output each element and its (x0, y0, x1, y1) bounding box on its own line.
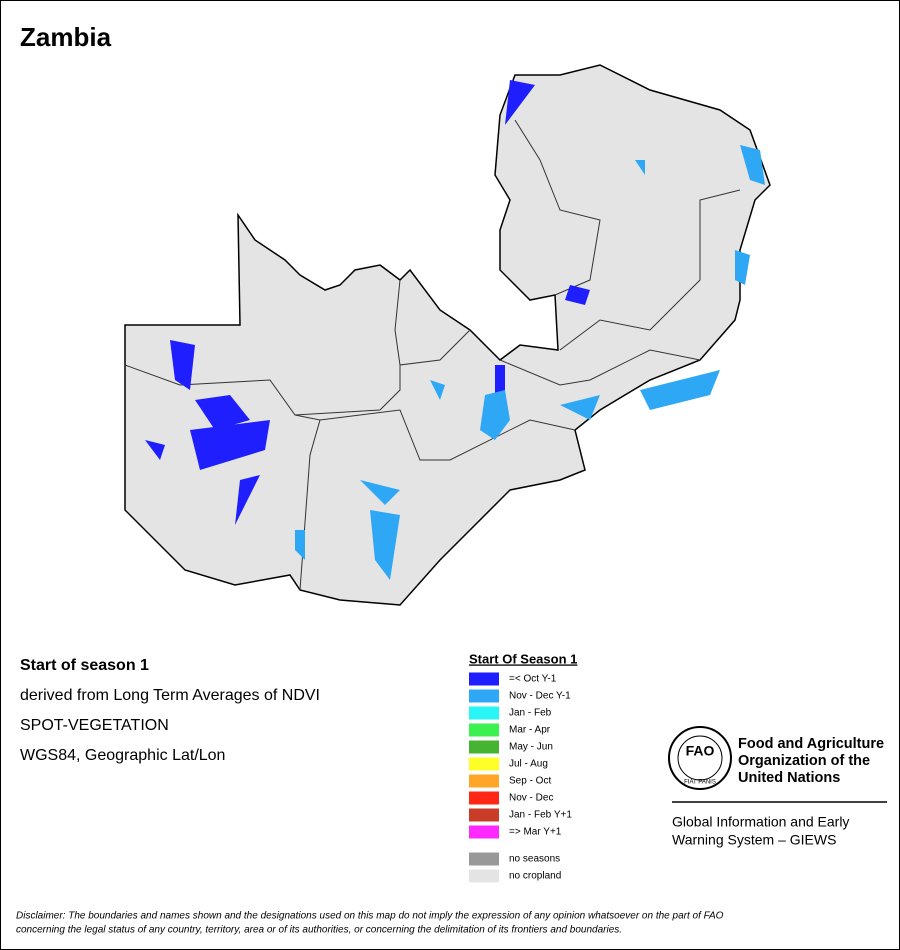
system-name: Warning System – GIEWS (672, 832, 836, 848)
info-heading: Start of season 1 (20, 657, 149, 674)
legend-swatch (469, 791, 499, 805)
legend-title: Start Of Season 1 (469, 651, 577, 666)
legend-swatch (469, 706, 499, 720)
legend-swatch (469, 740, 499, 754)
legend-label: no cropland (509, 871, 561, 882)
legend-swatch (469, 723, 499, 737)
info-line: derived from Long Term Averages of NDVI (20, 687, 320, 704)
info-line: WGS84, Geographic Lat/Lon (20, 747, 225, 764)
legend-label: =< Oct Y-1 (509, 674, 557, 685)
legend-swatch (469, 869, 499, 883)
legend-label: Nov - Dec (509, 793, 553, 804)
legend-swatch (469, 852, 499, 866)
org-name: Organization of the (738, 753, 870, 769)
legend: =< Oct Y-1 Nov - Dec Y-1 Jan - Feb Mar - Ap… (469, 672, 572, 883)
legend-label: => Mar Y+1 (509, 827, 562, 838)
legend-swatch (469, 689, 499, 703)
province-boundaries (124, 119, 741, 591)
late-season-areas (295, 145, 765, 580)
legend-swatch (469, 757, 499, 771)
info-line: SPOT-VEGETATION (20, 717, 169, 734)
legend-label: Nov - Dec Y-1 (509, 691, 571, 702)
legend-swatch (469, 825, 499, 839)
legend-label: May - Jun (509, 742, 553, 753)
legend-label: Sep - Oct (509, 776, 551, 787)
zambia-shape (124, 64, 771, 606)
legend-swatch (469, 774, 499, 788)
fao-logo: FAO FIAT PANIS (668, 726, 732, 790)
legend-swatch (469, 672, 499, 686)
logo-motto: FIAT PANIS (684, 780, 716, 786)
logo-ring (668, 726, 732, 790)
org-name: Food and Agriculture (738, 736, 884, 752)
map-title: Zambia (20, 22, 112, 52)
country-map (124, 64, 771, 606)
legend-label: Jan - Feb (509, 708, 552, 719)
legend-label: Jul - Aug (509, 759, 548, 770)
early-season-areas (145, 80, 590, 525)
org-name: United Nations (738, 770, 840, 786)
legend-swatch (469, 808, 499, 822)
legend-label: Jan - Feb Y+1 (509, 810, 572, 821)
legend-label: no seasons (509, 854, 560, 865)
system-name: Global Information and Early (672, 814, 849, 830)
logo-letters: FAO (686, 743, 715, 759)
legend-label: Mar - Apr (509, 725, 551, 736)
logo-inner (677, 735, 723, 781)
disclaimer: concerning the legal status of any count… (16, 925, 622, 936)
disclaimer: Disclaimer: The boundaries and names sho… (16, 911, 724, 922)
